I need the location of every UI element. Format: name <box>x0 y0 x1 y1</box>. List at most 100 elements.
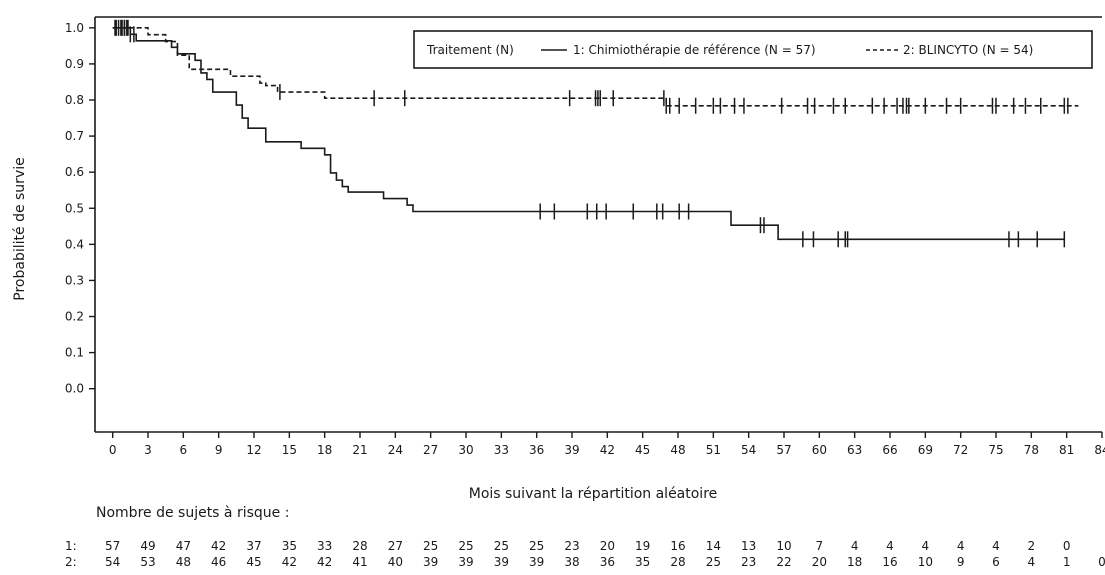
risk-count: 25 <box>706 555 721 569</box>
risk-count: 10 <box>776 539 791 553</box>
risk-count: 23 <box>564 539 579 553</box>
risk-count: 38 <box>564 555 579 569</box>
x-tick-label: 72 <box>953 443 968 457</box>
x-tick-label: 78 <box>1024 443 1039 457</box>
risk-count: 28 <box>670 555 685 569</box>
risk-count: 19 <box>635 539 650 553</box>
x-tick-label: 18 <box>317 443 332 457</box>
y-tick-label: 0.4 <box>65 237 84 251</box>
risk-count: 0 <box>1063 539 1071 553</box>
risk-table-title: Nombre de sujets à risque : <box>96 505 289 521</box>
risk-count: 35 <box>282 539 297 553</box>
x-tick-label: 81 <box>1059 443 1074 457</box>
risk-count: 22 <box>776 555 791 569</box>
x-tick-label: 48 <box>670 443 685 457</box>
x-tick-label: 6 <box>180 443 188 457</box>
risk-count: 37 <box>246 539 261 553</box>
x-tick-label: 51 <box>706 443 721 457</box>
risk-count: 39 <box>458 555 473 569</box>
risk-count: 33 <box>317 539 332 553</box>
x-tick-label: 15 <box>282 443 297 457</box>
x-tick-label: 24 <box>388 443 403 457</box>
risk-count: 40 <box>388 555 403 569</box>
risk-count: 18 <box>847 555 862 569</box>
risk-count: 4 <box>1028 555 1036 569</box>
x-tick-label: 21 <box>352 443 367 457</box>
x-tick-label: 63 <box>847 443 862 457</box>
risk-count: 25 <box>494 539 509 553</box>
risk-count: 41 <box>352 555 367 569</box>
x-tick-label: 45 <box>635 443 650 457</box>
x-tick-label: 12 <box>246 443 261 457</box>
risk-count: 13 <box>741 539 756 553</box>
risk-count: 27 <box>388 539 403 553</box>
risk-count: 25 <box>529 539 544 553</box>
risk-count: 20 <box>600 539 615 553</box>
risk-count: 9 <box>957 555 965 569</box>
risk-count: 53 <box>140 555 155 569</box>
risk-row-label: 1: <box>65 539 77 553</box>
risk-table: 1: 57 49 47 42 37 35 33 28 27 25 25 25 25 23 20 19 16 14 13… <box>65 539 1105 569</box>
risk-count: 25 <box>458 539 473 553</box>
x-tick-label: 57 <box>776 443 791 457</box>
risk-count: 7 <box>816 539 824 553</box>
risk-count: 54 <box>105 555 120 569</box>
risk-count: 0 <box>1098 555 1105 569</box>
x-tick-label: 30 <box>458 443 473 457</box>
x-tick-label: 36 <box>529 443 544 457</box>
y-tick-label: 0.7 <box>65 129 84 143</box>
x-axis-title: Mois suivant la répartition aléatoire <box>469 486 718 502</box>
risk-count: 25 <box>423 539 438 553</box>
y-tick-label: 0.6 <box>65 165 84 179</box>
x-tick-label: 42 <box>600 443 615 457</box>
risk-count: 57 <box>105 539 120 553</box>
x-tick-label: 84 <box>1094 443 1105 457</box>
risk-count: 42 <box>282 555 297 569</box>
x-tick-label: 69 <box>918 443 933 457</box>
y-axis-title: Probabilité de survie <box>12 157 28 300</box>
x-tick-label: 33 <box>494 443 509 457</box>
y-tick-label: 0.0 <box>65 382 84 396</box>
risk-count: 14 <box>706 539 721 553</box>
risk-count: 36 <box>600 555 615 569</box>
risk-count: 6 <box>992 555 1000 569</box>
y-tick-label: 0.8 <box>65 93 84 107</box>
risk-count: 42 <box>317 555 332 569</box>
y-tick-label: 0.5 <box>65 201 84 215</box>
risk-row-label: 2: <box>65 555 77 569</box>
risk-count: 45 <box>246 555 261 569</box>
risk-count: 16 <box>670 539 685 553</box>
x-tick-label: 39 <box>564 443 579 457</box>
x-tick-label: 54 <box>741 443 756 457</box>
risk-count: 4 <box>992 539 1000 553</box>
risk-count: 39 <box>423 555 438 569</box>
x-tick-label: 0 <box>109 443 117 457</box>
legend-entry-1: 1: Chimiothérapie de référence (N = 57) <box>573 43 816 57</box>
x-tick-label: 60 <box>812 443 827 457</box>
x-tick-label: 75 <box>988 443 1003 457</box>
y-axis-ticks: 1.0 0.9 0.8 0.7 0.6 0.5 0.4 0.3 0.2 0.1 0.0 <box>65 21 95 396</box>
legend: Traitement (N) 1: Chimiothérapie de réfé… <box>414 31 1092 68</box>
x-tick-label: 27 <box>423 443 438 457</box>
x-tick-label: 9 <box>215 443 223 457</box>
risk-count: 42 <box>211 539 226 553</box>
risk-count: 39 <box>494 555 509 569</box>
risk-count: 46 <box>211 555 226 569</box>
risk-count: 4 <box>886 539 894 553</box>
axes <box>95 17 1102 432</box>
risk-count: 47 <box>176 539 191 553</box>
risk-count: 39 <box>529 555 544 569</box>
risk-count: 28 <box>352 539 367 553</box>
y-tick-label: 0.1 <box>65 346 84 360</box>
y-tick-label: 0.3 <box>65 273 84 287</box>
risk-count: 4 <box>957 539 965 553</box>
risk-count: 4 <box>851 539 859 553</box>
risk-count: 4 <box>922 539 930 553</box>
risk-count: 2 <box>1028 539 1036 553</box>
x-axis-ticks: 0 3 6 9 12 15 18 21 24 27 30 33 36 39 42 45 48 51 54 57 60 63… <box>109 432 1105 457</box>
y-tick-label: 0.9 <box>65 57 84 71</box>
x-tick-label: 66 <box>882 443 897 457</box>
legend-entry-2: 2: BLINCYTO (N = 54) <box>903 43 1033 57</box>
